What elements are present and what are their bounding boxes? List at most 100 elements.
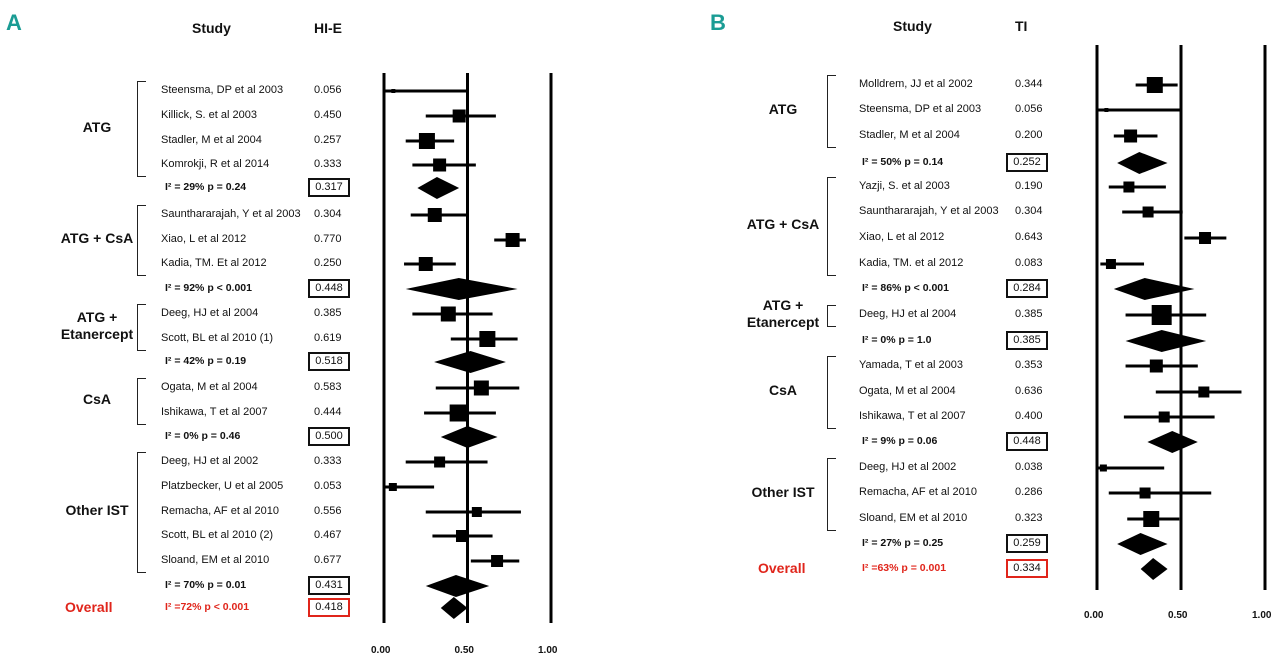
pooled-estimate-box: 0.448 [1006, 432, 1048, 451]
value-column-header: TI [1015, 18, 1028, 34]
subgroup-label: ATG + Etanercept [746, 297, 820, 330]
study-name: Stadler, M et al 2004 [859, 129, 960, 141]
study-value: 0.286 [1015, 486, 1043, 498]
heterogeneity-stat: I² = 86% p < 0.001 [862, 282, 949, 294]
subgroup-bracket [827, 305, 836, 327]
subgroup-bracket [137, 452, 146, 573]
study-value: 0.450 [314, 109, 342, 121]
study-value: 0.323 [1015, 512, 1043, 524]
study-name: Sloand, EM et al 2010 [161, 554, 270, 566]
study-value: 0.770 [314, 233, 342, 245]
study-name: Ishikawa, T et al 2007 [161, 406, 268, 418]
heterogeneity-stat: I² = 27% p = 0.25 [862, 537, 944, 549]
study-name: Deeg, HJ et al 2002 [859, 461, 957, 473]
overall-heterogeneity-stat: I² =72% p < 0.001 [165, 601, 250, 613]
study-value: 0.190 [1015, 180, 1043, 192]
study-value: 0.333 [314, 455, 342, 467]
study-value: 0.583 [314, 381, 342, 393]
study-value: 0.400 [1015, 410, 1043, 422]
study-estimate-square [427, 208, 442, 222]
study-name: Ogata, M et al 2004 [161, 381, 258, 393]
study-name: Sloand, EM et al 2010 [859, 512, 968, 524]
pooled-diamond [434, 351, 506, 373]
pooled-diamond [1117, 533, 1168, 555]
pooled-diamond [425, 575, 490, 597]
study-estimate-square [471, 507, 482, 517]
study-name: Scott, BL et al 2010 (1) [161, 332, 274, 344]
study-name: Scott, BL et al 2010 (2) [161, 529, 274, 541]
overall-estimate-box: 0.418 [308, 598, 350, 617]
study-name: Yazji, S. et al 2003 [859, 180, 950, 192]
subgroup-label: CsA [82, 391, 111, 407]
study-name: Ogata, M et al 2004 [859, 385, 956, 397]
x-tick-label: 1.00 [538, 645, 558, 656]
heterogeneity-stat: I² = 92% p < 0.001 [165, 282, 252, 294]
panel-letter: B [710, 10, 726, 35]
pooled-diamond [1147, 431, 1198, 453]
study-name: Molldrem, JJ et al 2002 [859, 78, 973, 90]
overall-estimate-box: 0.334 [1006, 559, 1048, 578]
study-estimate-square [433, 158, 447, 172]
study-value: 0.619 [314, 332, 342, 344]
study-estimate-square [434, 456, 446, 468]
study-value: 0.304 [1015, 205, 1043, 217]
x-tick-label: 0.00 [1084, 610, 1104, 621]
pooled-diamond [405, 278, 518, 300]
heterogeneity-stat: I² = 50% p = 0.14 [862, 156, 944, 168]
x-tick-label: 0.00 [371, 645, 391, 656]
pooled-estimate-box: 0.500 [308, 427, 350, 446]
study-value: 0.038 [1015, 461, 1043, 473]
value-column-header: HI-E [314, 20, 342, 36]
study-name: Kadia, TM. Et al 2012 [161, 257, 267, 269]
study-name: Remacha, AF et al 2010 [161, 505, 280, 517]
pooled-diamond [417, 177, 460, 199]
study-name: Remacha, AF et al 2010 [859, 486, 978, 498]
subgroup-bracket [137, 81, 146, 177]
study-value: 0.385 [314, 307, 342, 319]
study-estimate-square [473, 380, 489, 396]
study-name: Xiao, L et al 2012 [859, 231, 945, 243]
study-name: Killick, S. et al 2003 [161, 109, 257, 121]
study-name: Komrokji, R et al 2014 [161, 158, 270, 170]
heterogeneity-stat: I² = 9% p = 0.06 [862, 435, 938, 447]
study-estimate-square [1151, 305, 1172, 325]
study-value: 0.677 [314, 554, 342, 566]
study-value: 0.444 [314, 406, 342, 418]
study-value: 0.257 [314, 134, 342, 146]
subgroup-bracket [827, 458, 836, 531]
study-name: Yamada, T et al 2003 [859, 359, 963, 371]
overall-heterogeneity-stat: I² =63% p = 0.001 [862, 562, 947, 574]
subgroup-bracket [827, 75, 836, 148]
study-estimate-square [391, 89, 396, 93]
subgroup-bracket [827, 177, 836, 276]
study-value: 0.200 [1015, 129, 1043, 141]
overall-diamond [1140, 558, 1168, 580]
study-name: Deeg, HJ et al 2004 [161, 307, 259, 319]
subgroup-label: ATG + CsA [60, 230, 134, 246]
pooled-diamond [1113, 278, 1195, 300]
pooled-estimate-box: 0.259 [1006, 534, 1048, 553]
study-value: 0.056 [1015, 103, 1043, 115]
subgroup-label: Other IST [751, 484, 815, 500]
study-value: 0.344 [1015, 78, 1043, 90]
study-name: Xiao, L et al 2012 [161, 233, 247, 245]
study-column-header: Study [192, 20, 231, 36]
study-estimate-square [418, 257, 433, 271]
study-name: Saunthararajah, Y et al 2003 [859, 205, 999, 217]
study-estimate-square [452, 109, 466, 123]
study-name: Saunthararajah, Y et al 2003 [161, 208, 301, 220]
subgroup-bracket [827, 356, 836, 429]
study-value: 0.304 [314, 208, 342, 220]
study-estimate-square [505, 233, 520, 247]
study-value: 0.556 [314, 505, 342, 517]
study-value: 0.056 [314, 84, 342, 96]
study-estimate-square [1104, 108, 1109, 112]
study-name: Steensma, DP et al 2003 [859, 103, 982, 115]
pooled-estimate-box: 0.317 [308, 178, 350, 197]
study-name: Stadler, M et al 2004 [161, 134, 262, 146]
study-estimate-square [388, 483, 397, 491]
pooled-diamond [1117, 152, 1168, 174]
study-value: 0.467 [314, 529, 342, 541]
pooled-diamond [1125, 330, 1207, 352]
